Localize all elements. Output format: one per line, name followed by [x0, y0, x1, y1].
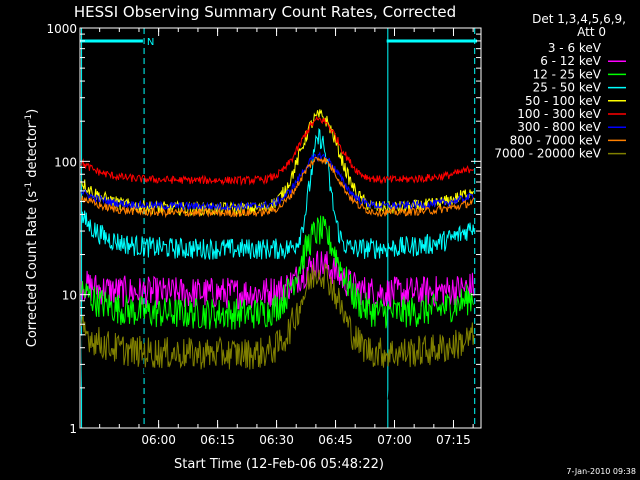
- y-axis: 1 10 100 1000: [46, 22, 481, 436]
- legend-item-label: 7000 - 20000 keV: [494, 147, 601, 161]
- y-tick-label: 100: [54, 155, 77, 169]
- chart-title: HESSI Observing Summary Count Rates, Cor…: [74, 3, 456, 21]
- footer-date: 7-Jan-2010 09:38: [566, 467, 636, 476]
- night-label: N: [147, 37, 154, 48]
- y-axis-label: Corrected Count Rate (s-1 detector-1): [24, 109, 40, 347]
- series-line: [81, 250, 475, 310]
- legend-item-label: 6 - 12 keV: [540, 54, 602, 68]
- series-line: [81, 115, 475, 187]
- y-tick-label: 1: [69, 422, 77, 436]
- plot-frame: [79, 27, 482, 429]
- series-line: [81, 127, 475, 260]
- plot-area: N: [80, 28, 478, 428]
- legend-header-2: Att 0: [577, 25, 606, 39]
- y-tick-label: 1000: [46, 22, 77, 36]
- legend-item-label: 50 - 100 keV: [525, 94, 602, 108]
- x-tick-label: 06:45: [318, 433, 353, 447]
- legend-header-1: Det 1,3,4,5,6,9,: [532, 12, 626, 26]
- x-axis: 06:00 06:15 06:30 06:45 07:00 07:15: [99, 28, 474, 447]
- y-tick-label: 10: [62, 289, 77, 303]
- x-tick-label: 06:15: [200, 433, 235, 447]
- legend-item-label: 12 - 25 keV: [533, 67, 602, 81]
- x-tick-label: 07:15: [436, 433, 471, 447]
- legend-item-label: 800 - 7000 keV: [510, 133, 602, 147]
- x-tick-label: 06:30: [259, 433, 294, 447]
- series-line: [81, 156, 475, 219]
- legend-item-label: 25 - 50 keV: [533, 81, 602, 95]
- legend-item-label: 100 - 300 keV: [517, 107, 601, 121]
- series-line: [81, 263, 475, 370]
- x-axis-label: Start Time (12-Feb-06 05:48:22): [174, 457, 384, 472]
- x-tick-label: 07:00: [377, 433, 412, 447]
- legend-item-label: 3 - 6 keV: [548, 41, 602, 55]
- series-line: [81, 151, 475, 212]
- x-tick-label: 06:00: [141, 433, 176, 447]
- legend-item-label: 300 - 800 keV: [517, 120, 601, 134]
- series-line: [81, 215, 475, 330]
